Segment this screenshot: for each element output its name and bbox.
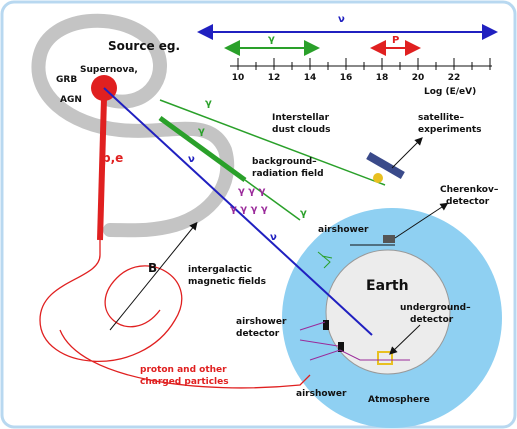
label: γ γ γ xyxy=(238,186,266,197)
label: satellite– experiments xyxy=(418,113,482,135)
label: proton and other charged particles xyxy=(140,365,229,387)
label: Interstellar dust clouds xyxy=(272,113,330,135)
shower-rays xyxy=(317,251,333,269)
label: ν xyxy=(338,14,345,25)
magnetic-spiral xyxy=(39,240,311,389)
b-arrow xyxy=(109,221,198,331)
tick-label: 16 xyxy=(340,73,353,83)
shower-detector xyxy=(323,320,329,330)
tick-label: 22 xyxy=(448,73,461,83)
label: airshower xyxy=(318,225,369,235)
label: p,e xyxy=(102,151,123,165)
earth-disc xyxy=(325,249,451,375)
label: γ xyxy=(268,34,275,45)
label: γ γ γ γ xyxy=(230,204,268,215)
pointer xyxy=(394,202,449,239)
label: γ xyxy=(198,126,205,137)
tick-label: 12 xyxy=(268,73,281,83)
tick-label: 20 xyxy=(412,73,425,83)
neutrino-path xyxy=(103,87,373,336)
label: GRB xyxy=(56,75,77,85)
satellite xyxy=(366,137,423,183)
tick-label: 14 xyxy=(304,73,317,83)
label: γ xyxy=(205,98,212,109)
source-title: Source eg. xyxy=(108,39,180,53)
tick-group: 10 12 14 16 18 20 22 xyxy=(232,58,491,83)
label: intergalactic magnetic fields xyxy=(188,265,266,287)
shower-detector xyxy=(338,342,344,352)
label: ν xyxy=(188,154,195,165)
label: AGN xyxy=(60,95,82,105)
particle-track xyxy=(97,97,107,241)
gamma-path xyxy=(158,115,247,183)
label: background– radiation field xyxy=(252,157,324,179)
label: P xyxy=(392,35,399,46)
label: underground– detector xyxy=(400,303,471,325)
underground-detector xyxy=(377,351,393,365)
label: ν xyxy=(270,232,277,243)
cherenkov-dish xyxy=(383,235,395,243)
label: airshower detector xyxy=(236,317,287,339)
label: B xyxy=(148,261,157,275)
label: Atmosphere xyxy=(368,395,430,405)
label: airshower xyxy=(296,389,347,399)
gamma-path xyxy=(244,179,301,221)
label: γ xyxy=(300,208,307,219)
tick-label: 18 xyxy=(376,73,389,83)
axis-label: Log (E/eV) xyxy=(424,87,476,97)
label: Supernova, xyxy=(80,65,138,75)
gamma-path xyxy=(159,99,386,186)
label: Earth xyxy=(366,278,409,294)
label: Cherenkov– detector xyxy=(440,185,499,207)
shower-rays xyxy=(299,321,410,361)
pointer xyxy=(389,324,421,355)
tick-label: 10 xyxy=(232,73,245,83)
